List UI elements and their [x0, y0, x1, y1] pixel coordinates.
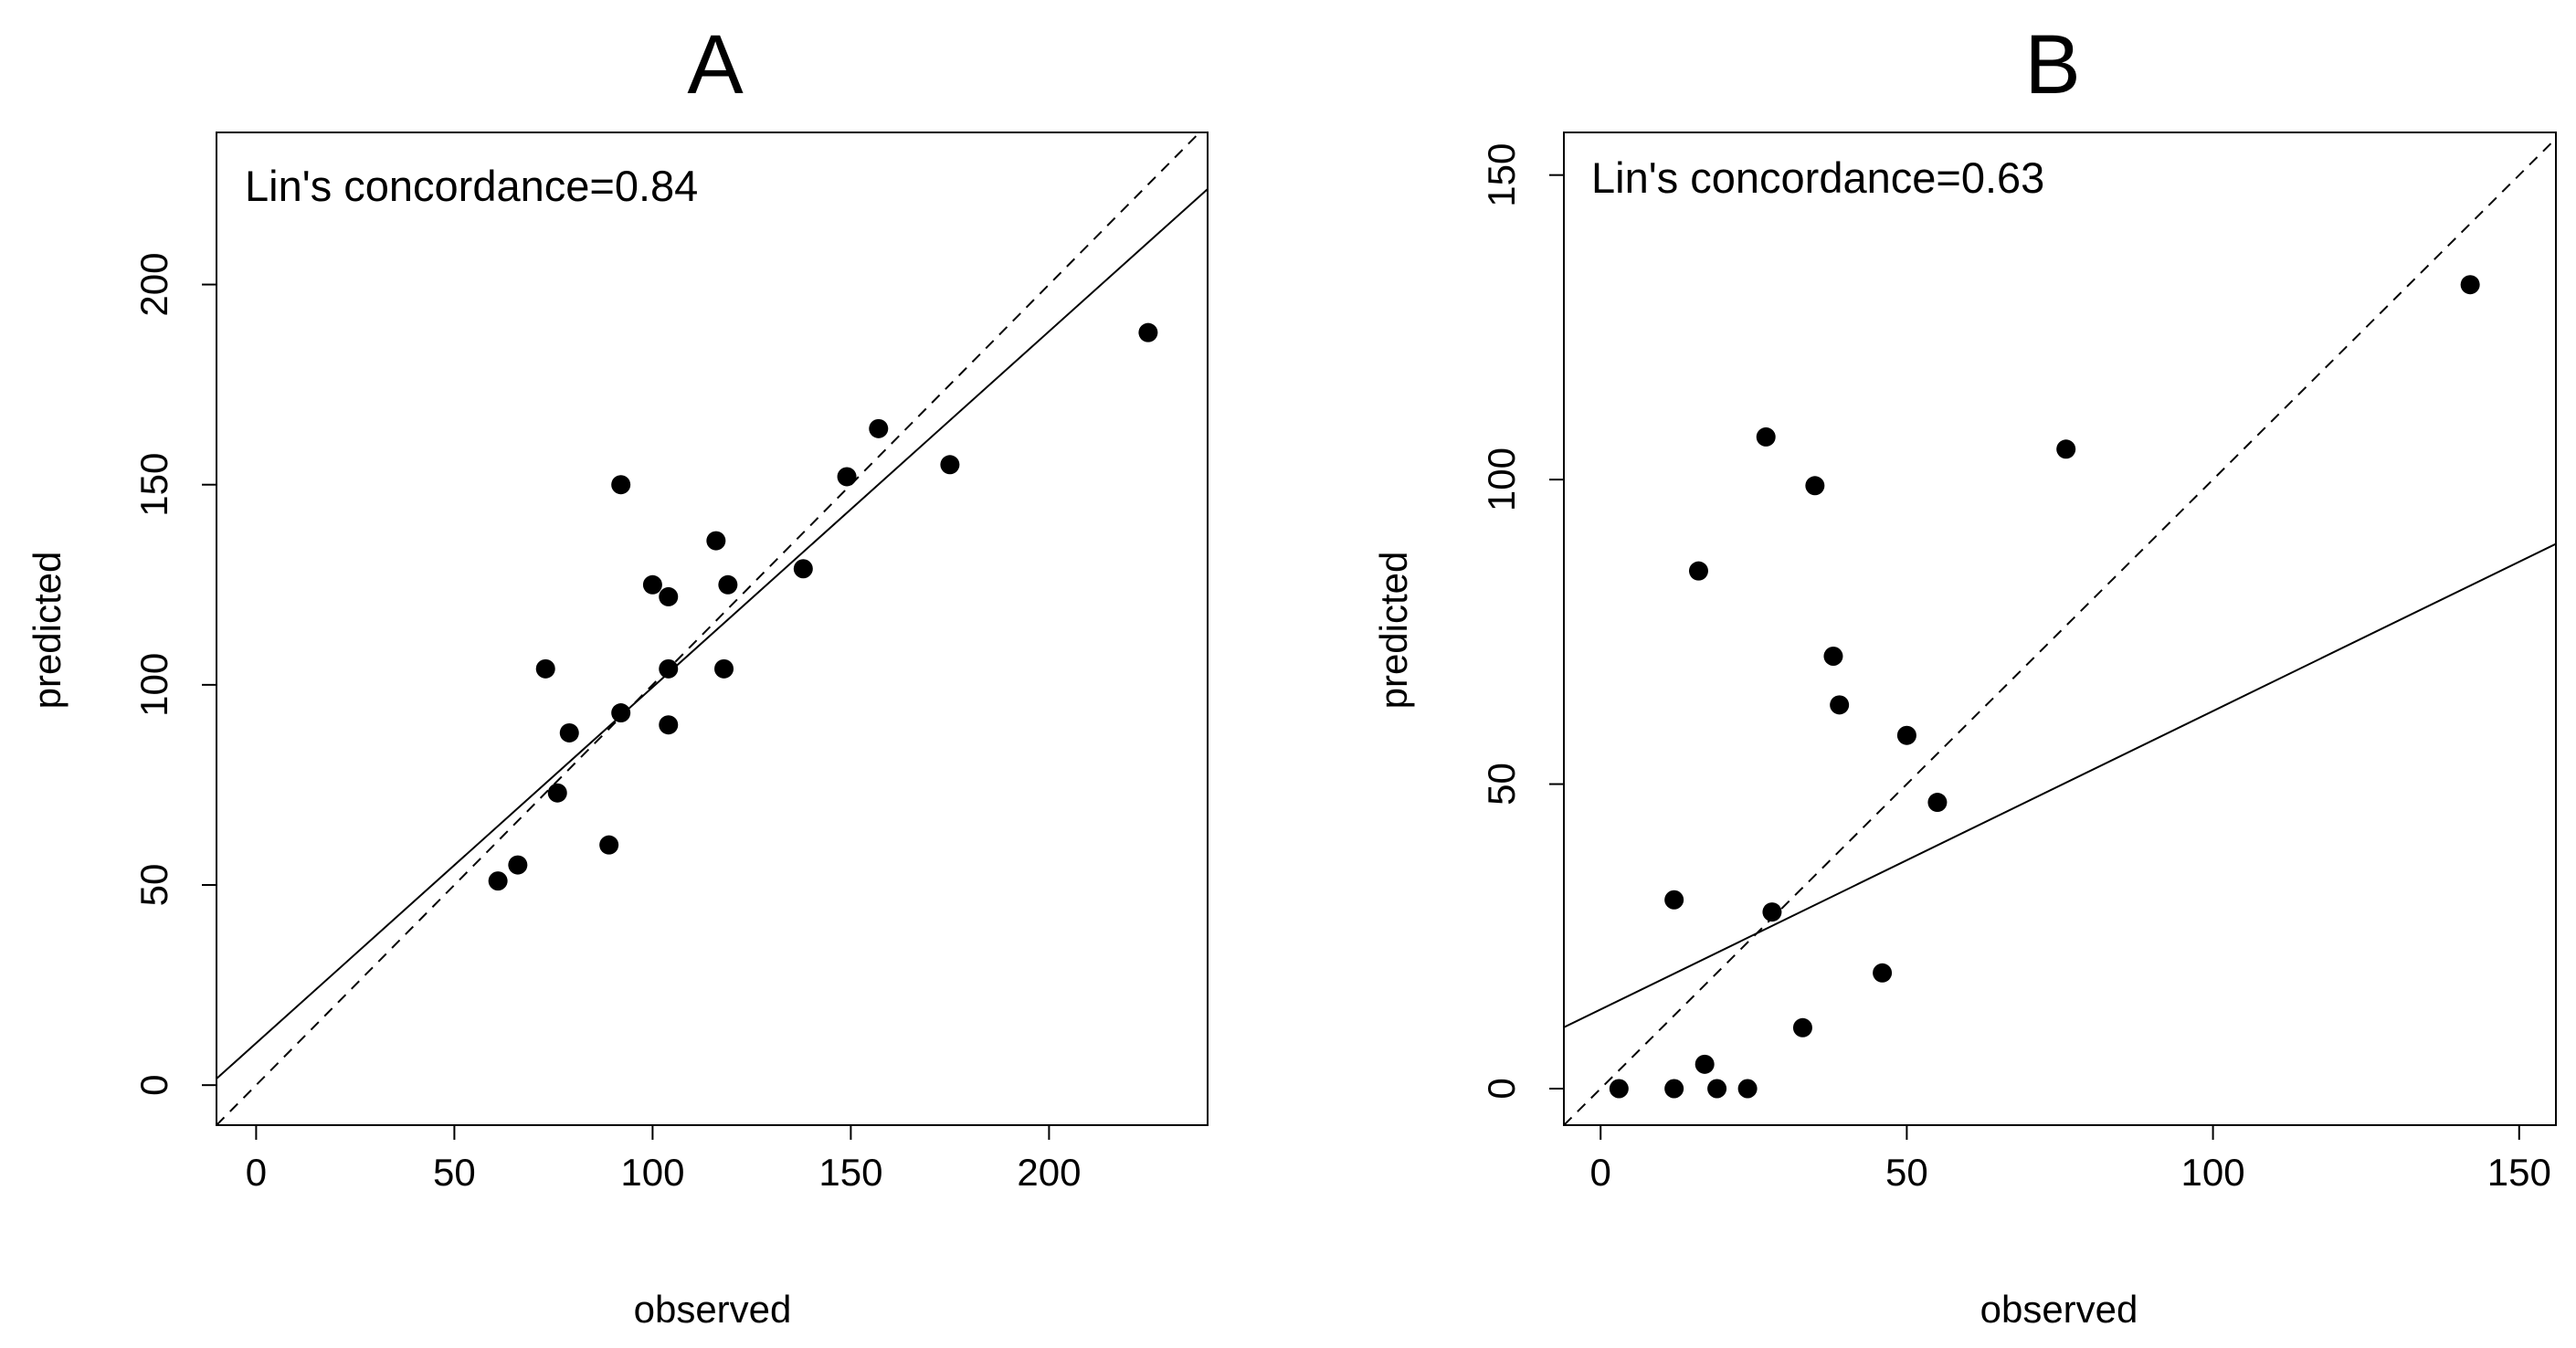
- panel-a-data-point: [659, 715, 678, 734]
- panel-b-title: B: [2024, 18, 2080, 111]
- panel-a-identity-line: [216, 124, 1208, 1125]
- panel-b-data-point: [1830, 695, 1849, 714]
- panel-a-x-tick-label: 200: [1017, 1151, 1081, 1194]
- panel-a-data-point: [706, 532, 725, 551]
- panel-b: B Lin's concordance=0.63 observed predic…: [1372, 18, 2562, 1331]
- panel-b-data-point: [1738, 1079, 1758, 1098]
- panel-b-plot-frame: [1564, 132, 2556, 1125]
- panel-b-fit-line: [1564, 544, 2556, 1027]
- panel-a-data-point: [643, 575, 662, 595]
- panel-b-x-tick-label: 50: [1885, 1151, 1928, 1194]
- panel-a: A Lin's concordance=0.84 observed predic…: [26, 18, 1208, 1331]
- panel-a-concordance-label: Lin's concordance=0.84: [245, 162, 698, 210]
- panel-b-data-point: [1793, 1018, 1812, 1037]
- panel-b-y-tick-label: 50: [1480, 763, 1523, 806]
- panel-a-y-tick-label: 200: [132, 253, 175, 317]
- panel-a-x-tick-label: 50: [433, 1151, 476, 1194]
- panel-a-data-point: [560, 723, 579, 742]
- panel-a-y-tick-label: 0: [132, 1074, 175, 1095]
- panel-a-data-point: [611, 703, 630, 722]
- panel-b-data-point: [1689, 562, 1708, 581]
- panel-a-data-point: [718, 575, 737, 595]
- panel-a-data-point: [1138, 323, 1157, 342]
- panel-b-data-point: [1695, 1055, 1715, 1074]
- panel-a-data-point: [940, 455, 959, 474]
- panel-a-data-point: [838, 467, 857, 486]
- panel-b-y-tick-label: 100: [1480, 448, 1523, 511]
- panel-b-data-point: [1757, 427, 1776, 447]
- panel-b-y-tick-label: 0: [1480, 1078, 1523, 1099]
- panel-a-data-point: [659, 659, 678, 679]
- panel-b-concordance-label: Lin's concordance=0.63: [1591, 153, 2044, 202]
- panel-a-title: A: [687, 18, 744, 111]
- panel-a-data-point: [714, 659, 734, 679]
- panel-b-x-tick-label: 0: [1590, 1151, 1611, 1194]
- panel-b-y-tick-label: 150: [1480, 143, 1523, 207]
- panel-a-fit-line: [216, 189, 1208, 1079]
- panel-b-data-point: [1823, 647, 1842, 666]
- panel-b-data-point: [1805, 476, 1824, 495]
- panel-a-data-point: [548, 784, 567, 803]
- panel-b-x-axis-label: observed: [1980, 1288, 2138, 1331]
- panel-b-data-point: [1873, 964, 1892, 983]
- panel-a-x-tick-label: 0: [246, 1151, 267, 1194]
- panel-a-y-tick-label: 50: [132, 864, 175, 907]
- panel-b-data-point: [1897, 726, 1916, 745]
- panel-a-y-axis-label: predicted: [26, 552, 69, 710]
- panel-a-data-point: [659, 587, 678, 606]
- panel-b-identity-line: [1564, 132, 2562, 1125]
- panel-b-data-point: [1664, 1079, 1684, 1098]
- panel-b-data-point: [1664, 890, 1684, 910]
- panel-a-x-tick-label: 150: [818, 1151, 882, 1194]
- figure: A Lin's concordance=0.84 observed predic…: [0, 0, 2576, 1348]
- panel-a-data-point: [869, 419, 888, 438]
- panel-b-data-point: [2461, 275, 2480, 294]
- panel-b-x-tick-label: 150: [2487, 1151, 2551, 1194]
- panel-a-x-tick-label: 100: [620, 1151, 684, 1194]
- panel-a-y-tick-label: 150: [132, 453, 175, 517]
- panel-a-data-point: [508, 856, 527, 875]
- panel-b-data-point: [1610, 1079, 1629, 1098]
- panel-b-data-point: [2056, 439, 2075, 458]
- panel-a-x-axis-label: observed: [634, 1288, 792, 1331]
- panel-a-y-tick-label: 100: [132, 653, 175, 717]
- panel-b-data-point: [1707, 1079, 1726, 1098]
- panel-a-plot-frame: [216, 132, 1208, 1125]
- panel-b-data-point: [1762, 902, 1781, 921]
- panel-b-y-axis-label: predicted: [1372, 552, 1415, 710]
- panel-a-data-point: [611, 475, 630, 494]
- panel-a-data-point: [536, 659, 555, 679]
- panel-b-data-point: [1927, 793, 1947, 812]
- panel-b-x-tick-label: 100: [2181, 1151, 2245, 1194]
- panel-a-data-point: [599, 836, 618, 855]
- panel-a-data-point: [489, 871, 508, 890]
- panel-a-data-point: [794, 559, 813, 578]
